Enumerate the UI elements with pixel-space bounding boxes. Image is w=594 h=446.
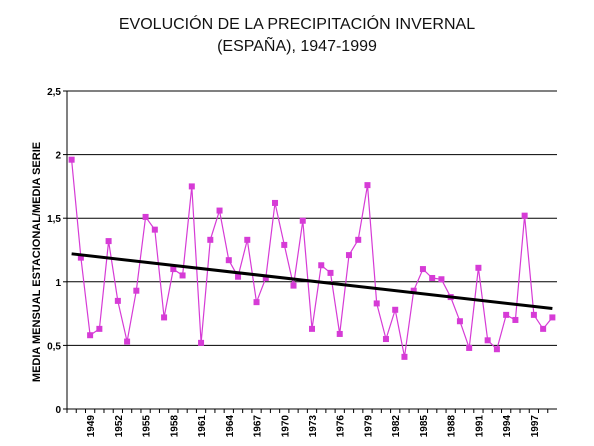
x-tick-labels: 1949 1952 1955 1958 1961 1964 1967 1970 1973 1976…: [86, 415, 541, 438]
y-tick-label: 1: [55, 278, 61, 289]
x-tick-label: 1970: [280, 415, 291, 438]
data-point: [198, 339, 205, 346]
x-tick-label: 1961: [197, 415, 208, 438]
x-tick-label: 1952: [114, 415, 125, 438]
x-tick-label: 1985: [419, 415, 430, 438]
y-axis-label: MEDIA MENSUAL ESTACIONAL/MEDIA SERIE: [31, 142, 43, 382]
chart-title: EVOLUCIÓN DE LA PRECIPITACIÓN INVERNAL (…: [0, 14, 594, 58]
data-point: [318, 262, 325, 269]
data-point: [484, 337, 491, 344]
axes: [63, 90, 557, 413]
x-tick-label: 1955: [142, 415, 153, 438]
data-point: [235, 273, 242, 280]
data-point: [272, 199, 279, 206]
data-point: [530, 311, 537, 318]
data-point: [188, 183, 195, 190]
data-point: [161, 314, 168, 321]
data-point: [124, 338, 131, 345]
data-point: [281, 241, 288, 248]
data-point: [87, 332, 94, 339]
y-tick-label: 1,5: [47, 214, 61, 225]
data-point: [355, 236, 362, 243]
series-layer: [68, 156, 556, 360]
x-tick-label: 1991: [474, 415, 485, 438]
x-tick-label: 1958: [169, 415, 180, 438]
data-point: [410, 287, 417, 294]
data-point: [253, 299, 260, 306]
data-point: [549, 314, 556, 321]
data-point: [68, 156, 75, 163]
chart-title-line-1: EVOLUCIÓN DE LA PRECIPITACIÓN INVERNAL: [118, 16, 476, 33]
data-point: [151, 226, 158, 233]
data-point: [244, 236, 251, 243]
x-tick-label: 1979: [363, 415, 374, 438]
data-point: [77, 254, 84, 261]
x-tick-label: 1964: [225, 415, 236, 438]
data-point: [475, 264, 482, 271]
data-point: [493, 346, 500, 353]
x-tick-label: 1988: [447, 415, 458, 438]
x-tick-label: 1973: [308, 415, 319, 438]
data-point: [96, 325, 103, 332]
data-point: [225, 257, 232, 264]
data-point: [466, 344, 473, 351]
data-point: [438, 276, 445, 283]
data-point: [392, 306, 399, 313]
data-point: [419, 266, 426, 273]
data-point: [207, 236, 214, 243]
data-point: [345, 252, 352, 259]
x-tick-label: 1949: [86, 415, 97, 438]
data-point: [299, 217, 306, 224]
y-tick-label: 0: [55, 405, 61, 416]
data-point: [170, 266, 177, 273]
data-point: [382, 336, 389, 343]
trend-line: [71, 252, 553, 311]
data-point: [133, 287, 140, 294]
x-tick-label: 1997: [530, 415, 541, 438]
data-point: [336, 330, 343, 337]
plot-background: [67, 91, 557, 409]
data-point: [216, 207, 223, 214]
x-tick-label: 1967: [253, 415, 264, 438]
data-point: [309, 325, 315, 332]
data-point: [401, 353, 408, 360]
data-point: [540, 325, 547, 332]
y-tick-labels: 0 0,5 1 1,5 2 2,5: [47, 87, 61, 416]
data-point: [512, 316, 519, 323]
data-point: [327, 269, 334, 276]
data-point: [262, 274, 269, 281]
data-point: [114, 297, 121, 304]
data-point: [179, 272, 186, 279]
y-tick-label: 2: [55, 151, 61, 162]
data-point: [290, 282, 297, 289]
data-point: [364, 182, 371, 189]
data-point: [142, 213, 149, 220]
data-point: [503, 311, 510, 318]
data-point: [429, 274, 436, 281]
data-point: [456, 318, 463, 325]
x-tick-label: 1976: [336, 415, 347, 438]
y-tick-label: 0,5: [47, 341, 61, 352]
gridlines: [67, 90, 557, 346]
data-point: [105, 238, 112, 245]
data-point: [373, 300, 380, 307]
x-tick-label: 1982: [391, 415, 402, 438]
plot-area: [67, 91, 557, 409]
chart-title-line-2: (ESPAÑA), 1947-1999: [217, 38, 377, 55]
x-tick-label: 1994: [502, 415, 513, 438]
data-point: [521, 212, 528, 219]
y-tick-label: 2,5: [47, 87, 61, 98]
